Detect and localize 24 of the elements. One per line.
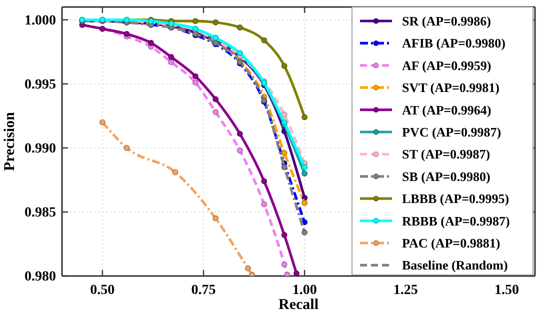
legend-label: LBBB (AP=0.9995) xyxy=(402,191,510,206)
y-tick-label: 0.995 xyxy=(24,77,56,92)
legend-label: Baseline (Random) xyxy=(402,258,508,273)
legend-label: AFIB (AP=0.9980) xyxy=(402,36,506,51)
x-tick-label: 1.50 xyxy=(494,282,519,298)
legend-label: AF (AP=0.9959) xyxy=(402,58,492,73)
legend-label: SVT (AP=0.9981) xyxy=(402,80,500,96)
legend-label: ST (AP=0.9987) xyxy=(402,146,490,162)
legend-label: SR (AP=0.9986) xyxy=(402,14,492,28)
legend-label: RBBB (AP=0.9987) xyxy=(402,213,510,228)
legend-label: PAC (AP=0.9881) xyxy=(402,236,500,250)
legend-label: AT (AP=0.9964) xyxy=(402,102,492,118)
y-tick-label: 0.985 xyxy=(24,205,56,220)
x-tick-label: 0.75 xyxy=(191,282,216,298)
y-tick-label: 0.990 xyxy=(24,141,56,156)
y-axis-title: Precision xyxy=(2,111,18,171)
x-tick-label: 1.00 xyxy=(292,282,317,298)
x-tick-label: 0.50 xyxy=(90,282,115,298)
legend-label: PVC (AP=0.9987) xyxy=(402,124,502,140)
x-axis-title: Recall xyxy=(278,297,318,312)
legend-label: SB (AP=0.9980) xyxy=(402,168,490,184)
y-tick-label: 0.980 xyxy=(24,269,56,284)
y-tick-label: 1.000 xyxy=(24,13,56,28)
x-tick-label: 1.25 xyxy=(393,282,418,298)
